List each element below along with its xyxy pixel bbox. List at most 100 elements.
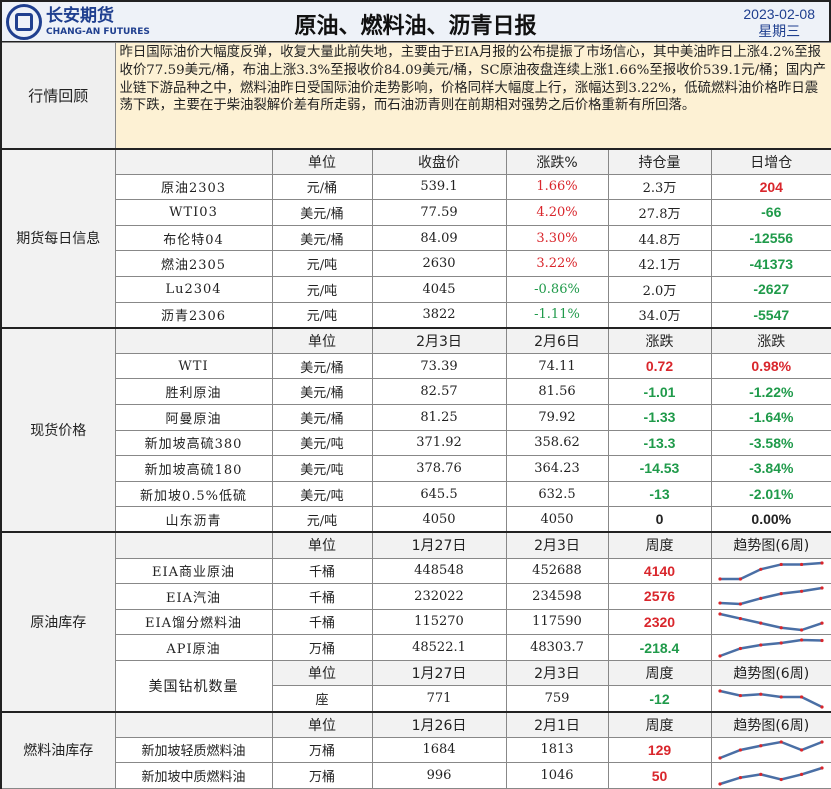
column-header: 趋势图(6周) <box>710 710 831 738</box>
trend-cell <box>710 583 831 610</box>
open-interest: 44.8万 <box>607 224 712 252</box>
table-row: 燃料油库存 单位 1月26日 2月1日 周度 趋势图(6周) <box>0 710 831 789</box>
trend-point <box>759 772 763 776</box>
trend-cell <box>710 557 831 585</box>
inventory-name: EIA馏分燃料油 <box>114 608 273 636</box>
column-header: 持仓量 <box>607 147 712 175</box>
trend-point <box>739 616 743 621</box>
trend-point <box>779 562 784 566</box>
price-prev: 645.5 <box>371 480 507 508</box>
open-interest: 42.1万 <box>607 250 712 277</box>
unit: 元/吨 <box>271 301 373 329</box>
unit: 万桶 <box>271 634 373 661</box>
value-prev: 48522.1 <box>371 634 507 661</box>
table-row: 新加坡轻质燃料油 万桶 1684 1813 129 <box>1 736 831 764</box>
change: -13 <box>607 480 712 508</box>
unit: 元/吨 <box>271 506 373 533</box>
table-row: 原油2303 元/桶 539.1 1.66% 2.3万 204 <box>1 173 831 201</box>
value-curr: 452688 <box>505 557 609 585</box>
trend-point <box>800 562 804 566</box>
review-label: 行情回顾 <box>0 42 116 149</box>
review-text: 昨日国际油价大幅度反弹，收复大量此前失地，主要由于EIA月报的公布提振了市场信心… <box>114 42 831 149</box>
unit: 元/吨 <box>271 250 373 277</box>
weekly-change: -12 <box>607 685 712 713</box>
price-curr: 81.56 <box>505 378 609 405</box>
table-row: 现货价格 单位 2月3日 2月6日 涨跌 涨跌 <box>0 326 831 533</box>
weekly-change: -218.4 <box>607 634 712 661</box>
trend-point <box>820 704 824 709</box>
price-curr: 632.5 <box>505 480 609 508</box>
trend-sparkline <box>718 740 824 760</box>
value-curr: 1046 <box>505 762 609 789</box>
table-row: 原油库存 单位 1月27日 2月3日 周度 趋势图(6周) <box>0 531 831 713</box>
header-blank <box>114 531 273 559</box>
trend-line <box>720 561 823 581</box>
trend-point <box>739 693 743 697</box>
spot-name: 新加坡0.5%低硫 <box>114 480 273 508</box>
trend-sparkline <box>718 561 824 581</box>
table-row: 座 771 759 -12 <box>1 685 831 713</box>
weekly-change: 129 <box>607 736 712 764</box>
trend-point <box>820 561 824 565</box>
change-pct: 0.98% <box>710 352 831 380</box>
value-prev: 232022 <box>371 583 507 610</box>
trend-point <box>759 597 763 601</box>
weekly-change: 50 <box>607 762 712 789</box>
trend-sparkline <box>718 637 824 658</box>
report-table: 行情回顾 昨日国际油价大幅度反弹，收复大量此前失地，主要由于EIA月报的公布提振… <box>0 42 831 789</box>
unit: 千桶 <box>271 557 373 585</box>
trend-point <box>820 621 824 625</box>
section-label: 原油库存 <box>0 531 116 713</box>
table-row: WTI03 美元/桶 77.59 4.20% 27.8万 -66 <box>1 199 831 226</box>
trend-point <box>718 653 722 658</box>
rig-count-label: 美国钻机数量 <box>114 659 273 713</box>
price-prev: 378.76 <box>371 455 507 482</box>
column-header: 涨跌 <box>710 326 831 354</box>
change-pct: 0.00% <box>710 506 831 533</box>
close-price: 3822 <box>371 301 507 329</box>
trend-point <box>739 577 743 581</box>
table-row: 沥青2306 元/吨 3822 -1.11% 34.0万 -5547 <box>1 301 831 329</box>
unit: 美元/吨 <box>271 455 373 482</box>
unit: 万桶 <box>271 736 373 764</box>
column-header: 2月3日 <box>505 531 609 559</box>
close-price: 539.1 <box>371 173 507 201</box>
column-header: 收盘价 <box>371 147 507 175</box>
section-label: 现货价格 <box>0 326 116 533</box>
table-row: 新加坡高硫380 美元/吨 371.92 358.62 -13.3 -3.58% <box>1 429 831 457</box>
change: -14.53 <box>607 455 712 482</box>
unit: 元/桶 <box>271 173 373 201</box>
change-pct: 4.20% <box>505 199 609 226</box>
unit: 美元/吨 <box>271 429 373 457</box>
value-prev: 1684 <box>371 736 507 764</box>
change: -1.33 <box>607 403 712 431</box>
change-pct: -1.64% <box>710 403 831 431</box>
trend-point <box>739 602 743 606</box>
report-title: 原油、燃料油、沥青日报 <box>294 14 537 39</box>
spot-name: WTI <box>114 352 273 380</box>
trend-point <box>759 621 763 625</box>
header-blank <box>114 326 273 354</box>
price-prev: 4050 <box>371 506 507 533</box>
column-header: 2月3日 <box>505 659 609 687</box>
change-pct: -3.58% <box>710 429 831 457</box>
header-blank <box>114 147 273 175</box>
trend-point <box>779 626 784 630</box>
trend-cell <box>710 608 831 636</box>
close-price: 77.59 <box>371 199 507 226</box>
close-price: 84.09 <box>371 224 507 252</box>
price-curr: 358.62 <box>505 429 609 457</box>
price-prev: 371.92 <box>371 429 507 457</box>
column-header: 单位 <box>271 147 373 175</box>
trend-point <box>800 637 804 642</box>
unit: 美元/桶 <box>271 224 373 252</box>
value-curr: 117590 <box>505 608 609 636</box>
trend-point <box>800 694 804 699</box>
contract-name: Lu2304 <box>114 275 273 303</box>
date: 2023-02-08 <box>743 6 815 22</box>
column-header: 2月3日 <box>371 326 507 354</box>
value-prev: 115270 <box>371 608 507 636</box>
table-row: EIA汽油 千桶 232022 234598 2576 <box>1 583 831 610</box>
unit: 千桶 <box>271 583 373 610</box>
trend-point <box>800 748 804 752</box>
